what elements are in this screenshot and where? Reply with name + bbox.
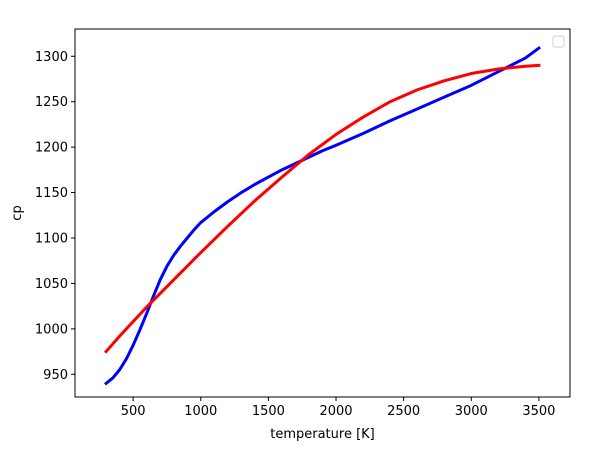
y-tick-label: 1200 — [35, 141, 68, 156]
y-tick-label: 1100 — [35, 231, 68, 246]
x-tick-label: 1500 — [252, 404, 285, 419]
y-tick-label: 1300 — [35, 50, 68, 65]
x-tick-label: 3000 — [455, 404, 488, 419]
x-axis-ticks: 500 1000 1500 2000 2500 3000 3500 — [121, 397, 555, 419]
x-tick-label: 2500 — [387, 404, 420, 419]
series-line-1 — [104, 45, 541, 386]
series-line-2 — [103, 63, 541, 354]
y-tick-label: 1050 — [35, 277, 68, 292]
y-tick-label: 1250 — [35, 95, 68, 110]
y-tick-label: 950 — [43, 368, 68, 383]
x-tick-label: 2000 — [319, 404, 352, 419]
x-axis-label: temperature [K] — [270, 427, 375, 442]
x-tick-label: 500 — [121, 404, 146, 419]
plot-frame — [74, 28, 571, 398]
x-tick-label: 3500 — [522, 404, 555, 419]
y-axis-label: cp — [10, 205, 25, 220]
x-tick-label: 1000 — [184, 404, 217, 419]
y-tick-label: 1000 — [35, 322, 68, 337]
series-layer — [103, 45, 541, 386]
legend-box — [552, 35, 565, 48]
y-axis-ticks: 950 1000 1050 1100 1150 1200 1250 1300 — [35, 50, 75, 383]
y-tick-label: 1150 — [35, 186, 68, 201]
